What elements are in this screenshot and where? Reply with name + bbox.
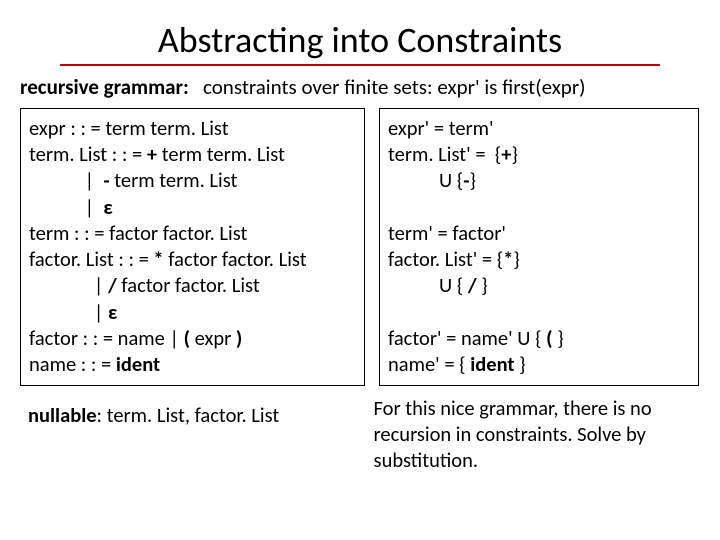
c-l7a: factor' = name' U { xyxy=(388,325,546,351)
c-l1: expr' = term' xyxy=(388,115,494,141)
c-l6b: / xyxy=(468,272,477,298)
g-l9d: ) xyxy=(236,325,242,351)
grammar-box: expr : : = term term. List term. List : … xyxy=(20,108,365,386)
g-l6c: factor factor. List xyxy=(164,246,307,272)
nullable-rest: : term. List, factor. List xyxy=(97,402,280,428)
c-l6a: U { xyxy=(388,272,468,298)
g-l2c: term term. List xyxy=(157,141,285,167)
g-l3a: | xyxy=(29,167,103,193)
c-l3a: U { xyxy=(388,167,463,193)
c-l2b: + xyxy=(501,141,511,167)
g-l1: expr : : = term term. List xyxy=(29,115,229,141)
c-l8a: name' = { xyxy=(388,351,470,377)
g-l8b: ε xyxy=(108,299,117,325)
subhead-left: recursive grammar: xyxy=(20,74,189,100)
g-l10a: name : : = xyxy=(29,351,116,377)
c-l8c: } xyxy=(515,351,526,377)
content-columns: expr : : = term term. List term. List : … xyxy=(20,108,700,386)
nullable-label: nullable xyxy=(28,402,97,428)
title-underline xyxy=(60,64,660,66)
g-l2b: + xyxy=(147,141,157,167)
remark-text: For this nice grammar, there is no recur… xyxy=(370,396,700,473)
c-l7c: } xyxy=(553,325,564,351)
c-l3c: } xyxy=(470,167,476,193)
g-l4b: ε xyxy=(103,194,112,220)
c-l5c: } xyxy=(513,246,519,272)
c-l2a: term. List' = { xyxy=(388,141,501,167)
g-l7a: | xyxy=(29,272,108,298)
g-l6a: factor. List : : = xyxy=(29,246,153,272)
g-l10b: ident xyxy=(116,351,160,377)
nullable-note: nullable: term. List, factor. List xyxy=(20,396,356,473)
c-l6c: } xyxy=(477,272,488,298)
g-l9c: expr xyxy=(190,325,236,351)
c-l5b: * xyxy=(503,246,513,272)
slide-title: Abstracting into Constraints xyxy=(20,18,700,62)
c-blank1 xyxy=(388,194,393,220)
g-l4a: | xyxy=(29,194,103,220)
c-l8b: ident xyxy=(470,351,514,377)
g-l7b: / xyxy=(108,272,117,298)
g-l9a: factor : : = name | xyxy=(29,325,184,351)
g-l5: term : : = factor factor. List xyxy=(29,220,247,246)
g-l3c: term term. List xyxy=(110,167,238,193)
footer-row: nullable: term. List, factor. List For t… xyxy=(20,396,700,473)
c-l4: term' = factor' xyxy=(388,220,506,246)
subhead-right: constraints over finite sets: expr' is f… xyxy=(189,74,586,100)
g-l8a: | xyxy=(29,299,108,325)
c-l5a: factor. List' = { xyxy=(388,246,503,272)
c-l2c: } xyxy=(511,141,517,167)
g-l6b: * xyxy=(153,246,163,272)
subheading-row: recursive grammar: constraints over fini… xyxy=(20,74,700,100)
g-l2a: term. List : : = xyxy=(29,141,147,167)
g-l7c: factor factor. List xyxy=(117,272,260,298)
c-blank2 xyxy=(388,299,393,325)
constraints-box: expr' = term' term. List' = {+} U {-} te… xyxy=(379,108,699,386)
